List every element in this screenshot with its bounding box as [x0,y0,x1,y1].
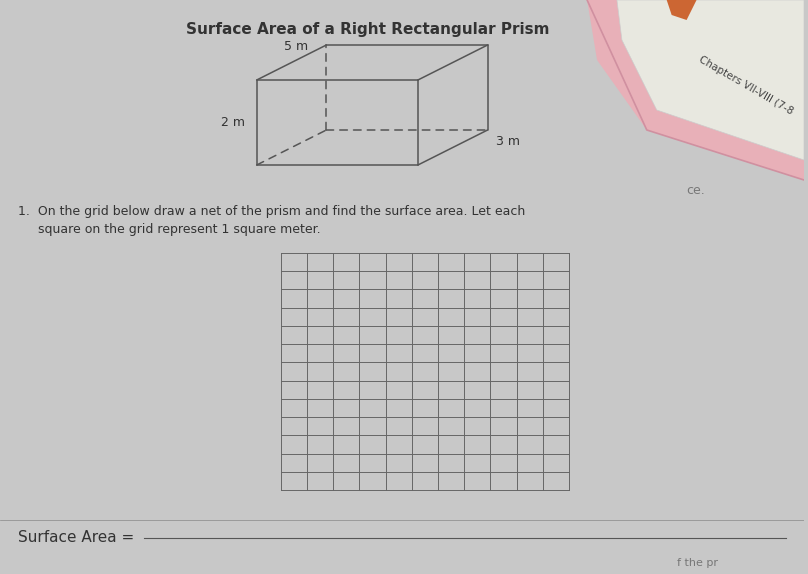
Polygon shape [667,0,696,20]
Text: Surface Area of a Right Rectangular Prism: Surface Area of a Right Rectangular Pris… [187,22,550,37]
Text: square on the grid represent 1 square meter.: square on the grid represent 1 square me… [18,223,321,236]
Text: 2 m: 2 m [221,116,245,129]
Text: 5 m: 5 m [284,40,309,52]
Text: Chapters VII-VIII (7-8: Chapters VII-VIII (7-8 [697,54,795,116]
Polygon shape [617,0,804,160]
Polygon shape [587,0,804,180]
Text: 1.  On the grid below draw a net of the prism and find the surface area. Let eac: 1. On the grid below draw a net of the p… [18,205,525,218]
Text: ce.: ce. [687,184,705,196]
Text: Surface Area =: Surface Area = [18,530,139,545]
Text: 3 m: 3 m [495,135,520,148]
Text: f the pr: f the pr [676,558,718,568]
